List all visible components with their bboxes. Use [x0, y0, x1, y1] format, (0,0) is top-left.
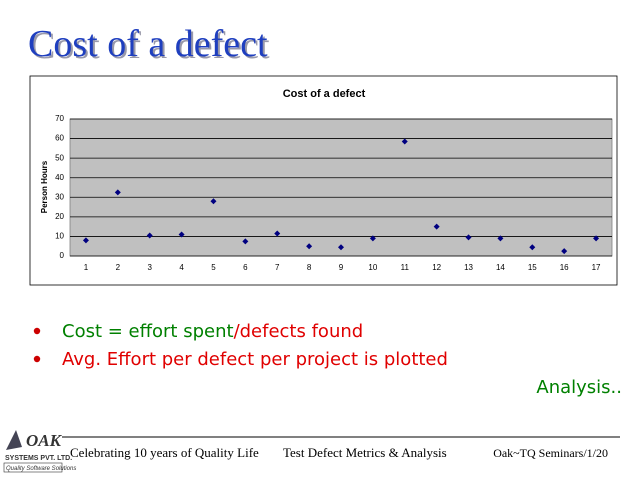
x-tick-label: 9: [339, 263, 344, 272]
note: Analysis..: [536, 377, 622, 398]
logo-company: SYSTEMS PVT. LTD.: [5, 455, 72, 462]
y-tick-label: 10: [55, 232, 64, 241]
slide-title-shadow: Cost of a defect: [30, 25, 270, 67]
y-tick-label: 40: [55, 173, 64, 182]
x-tick-label: 1: [84, 263, 89, 272]
y-tick-label: 70: [55, 114, 64, 123]
x-tick-label: 16: [560, 263, 569, 272]
bullet-part: /defects found: [234, 321, 364, 342]
x-tick-label: 6: [243, 263, 248, 272]
x-tick-label: 3: [147, 263, 152, 272]
x-tick-label: 14: [496, 263, 505, 272]
bullet-list: Cost = effort spent/defects found Avg. E…: [33, 321, 448, 370]
marker: [338, 244, 344, 251]
logo-name: OAK: [26, 431, 63, 450]
marker: [593, 235, 600, 242]
bullet-part: Cost = effort spent: [62, 321, 234, 342]
x-tick-label: 5: [211, 263, 216, 272]
marker: [274, 230, 281, 237]
footer-center: Test Defect Metrics & Analysis: [283, 445, 447, 460]
logo-tag-box: [3, 462, 63, 473]
slide-title: Cost of a defect: [28, 23, 268, 65]
bullet: [33, 327, 41, 335]
x-tick-label: 13: [464, 263, 473, 272]
y-axis-label: Person Hours: [40, 160, 49, 213]
marker: [561, 248, 568, 255]
x-tick-label: 7: [275, 263, 280, 272]
bullet: [33, 355, 41, 363]
x-tick-label: 2: [116, 263, 121, 272]
marker: [82, 237, 89, 244]
marker: [114, 189, 121, 196]
bullet-text: Cost = effort spent/defects found: [62, 321, 363, 342]
logo-tagline: Quality Software Solutions: [6, 466, 76, 472]
y-tick-label: 50: [55, 153, 64, 162]
y-tick-label: 20: [55, 212, 64, 221]
y-tick-label: 30: [55, 192, 64, 201]
y-tick-label: 60: [55, 134, 64, 143]
marker: [529, 244, 536, 251]
marker: [465, 234, 472, 241]
marker: [401, 138, 408, 145]
logo: OAK SYSTEMS PVT. LTD. Quality Software S…: [3, 430, 76, 473]
marker: [210, 198, 217, 205]
x-tick-label: 8: [307, 263, 312, 272]
marker: [178, 231, 185, 238]
x-tick-label: 17: [592, 263, 601, 272]
x-tick-label: 12: [432, 263, 441, 272]
marker: [306, 243, 313, 250]
x-tick-label: 15: [528, 263, 537, 272]
x-tick-label: 11: [401, 263, 410, 272]
x-tick-label: 4: [179, 263, 184, 272]
logo-mark: [6, 430, 22, 450]
x-tick-label: 10: [368, 263, 377, 272]
y-tick-label: 0: [60, 251, 65, 260]
marker: [433, 223, 440, 230]
footer-left: Celebrating 10 years of Quality Life: [70, 445, 259, 460]
marker: [369, 235, 376, 242]
marker: [242, 238, 249, 245]
chart-title: Cost of a defect: [283, 88, 366, 100]
footer-right: Oak~TQ Seminars/1/20: [493, 446, 608, 460]
marker: [497, 235, 504, 242]
marker: [146, 232, 153, 239]
bullet-text: Avg. Effort per defect per project is pl…: [62, 349, 448, 370]
